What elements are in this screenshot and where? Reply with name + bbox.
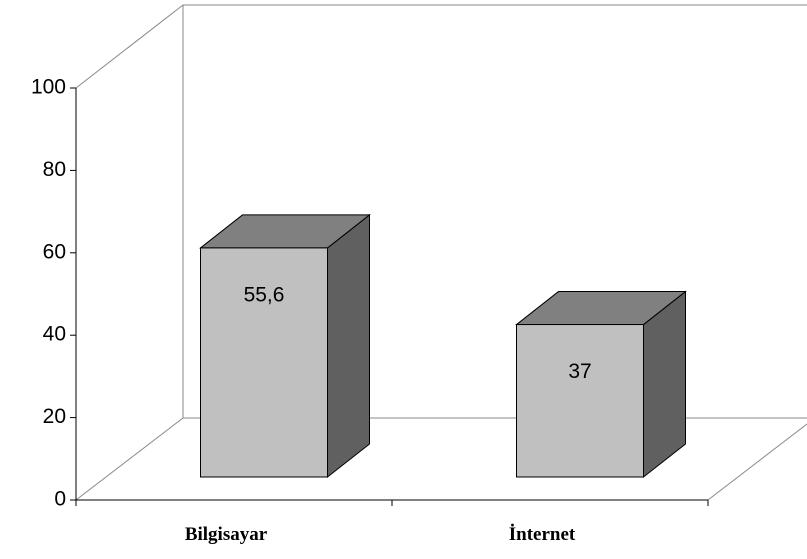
bar-side (327, 213, 370, 479)
value-label: 55,6 (244, 283, 285, 306)
floor-right (707, 423, 807, 501)
x-tick-label: Bilgisayar (185, 524, 268, 545)
frame (75, 4, 807, 501)
y-tick-label: 60 (43, 240, 66, 263)
y-tick-label: 0 (54, 488, 66, 511)
x-tick-label: İnternet (509, 524, 576, 545)
bar (200, 247, 328, 478)
value-label: 37 (568, 360, 591, 383)
y-tick-label: 100 (31, 76, 66, 99)
bar (516, 324, 644, 478)
y-tick-label: 40 (43, 323, 66, 346)
floor-left (75, 417, 184, 501)
y-tick-label: 80 (43, 158, 66, 181)
y-tick-label: 20 (43, 405, 66, 428)
side-wall-top (75, 4, 184, 89)
